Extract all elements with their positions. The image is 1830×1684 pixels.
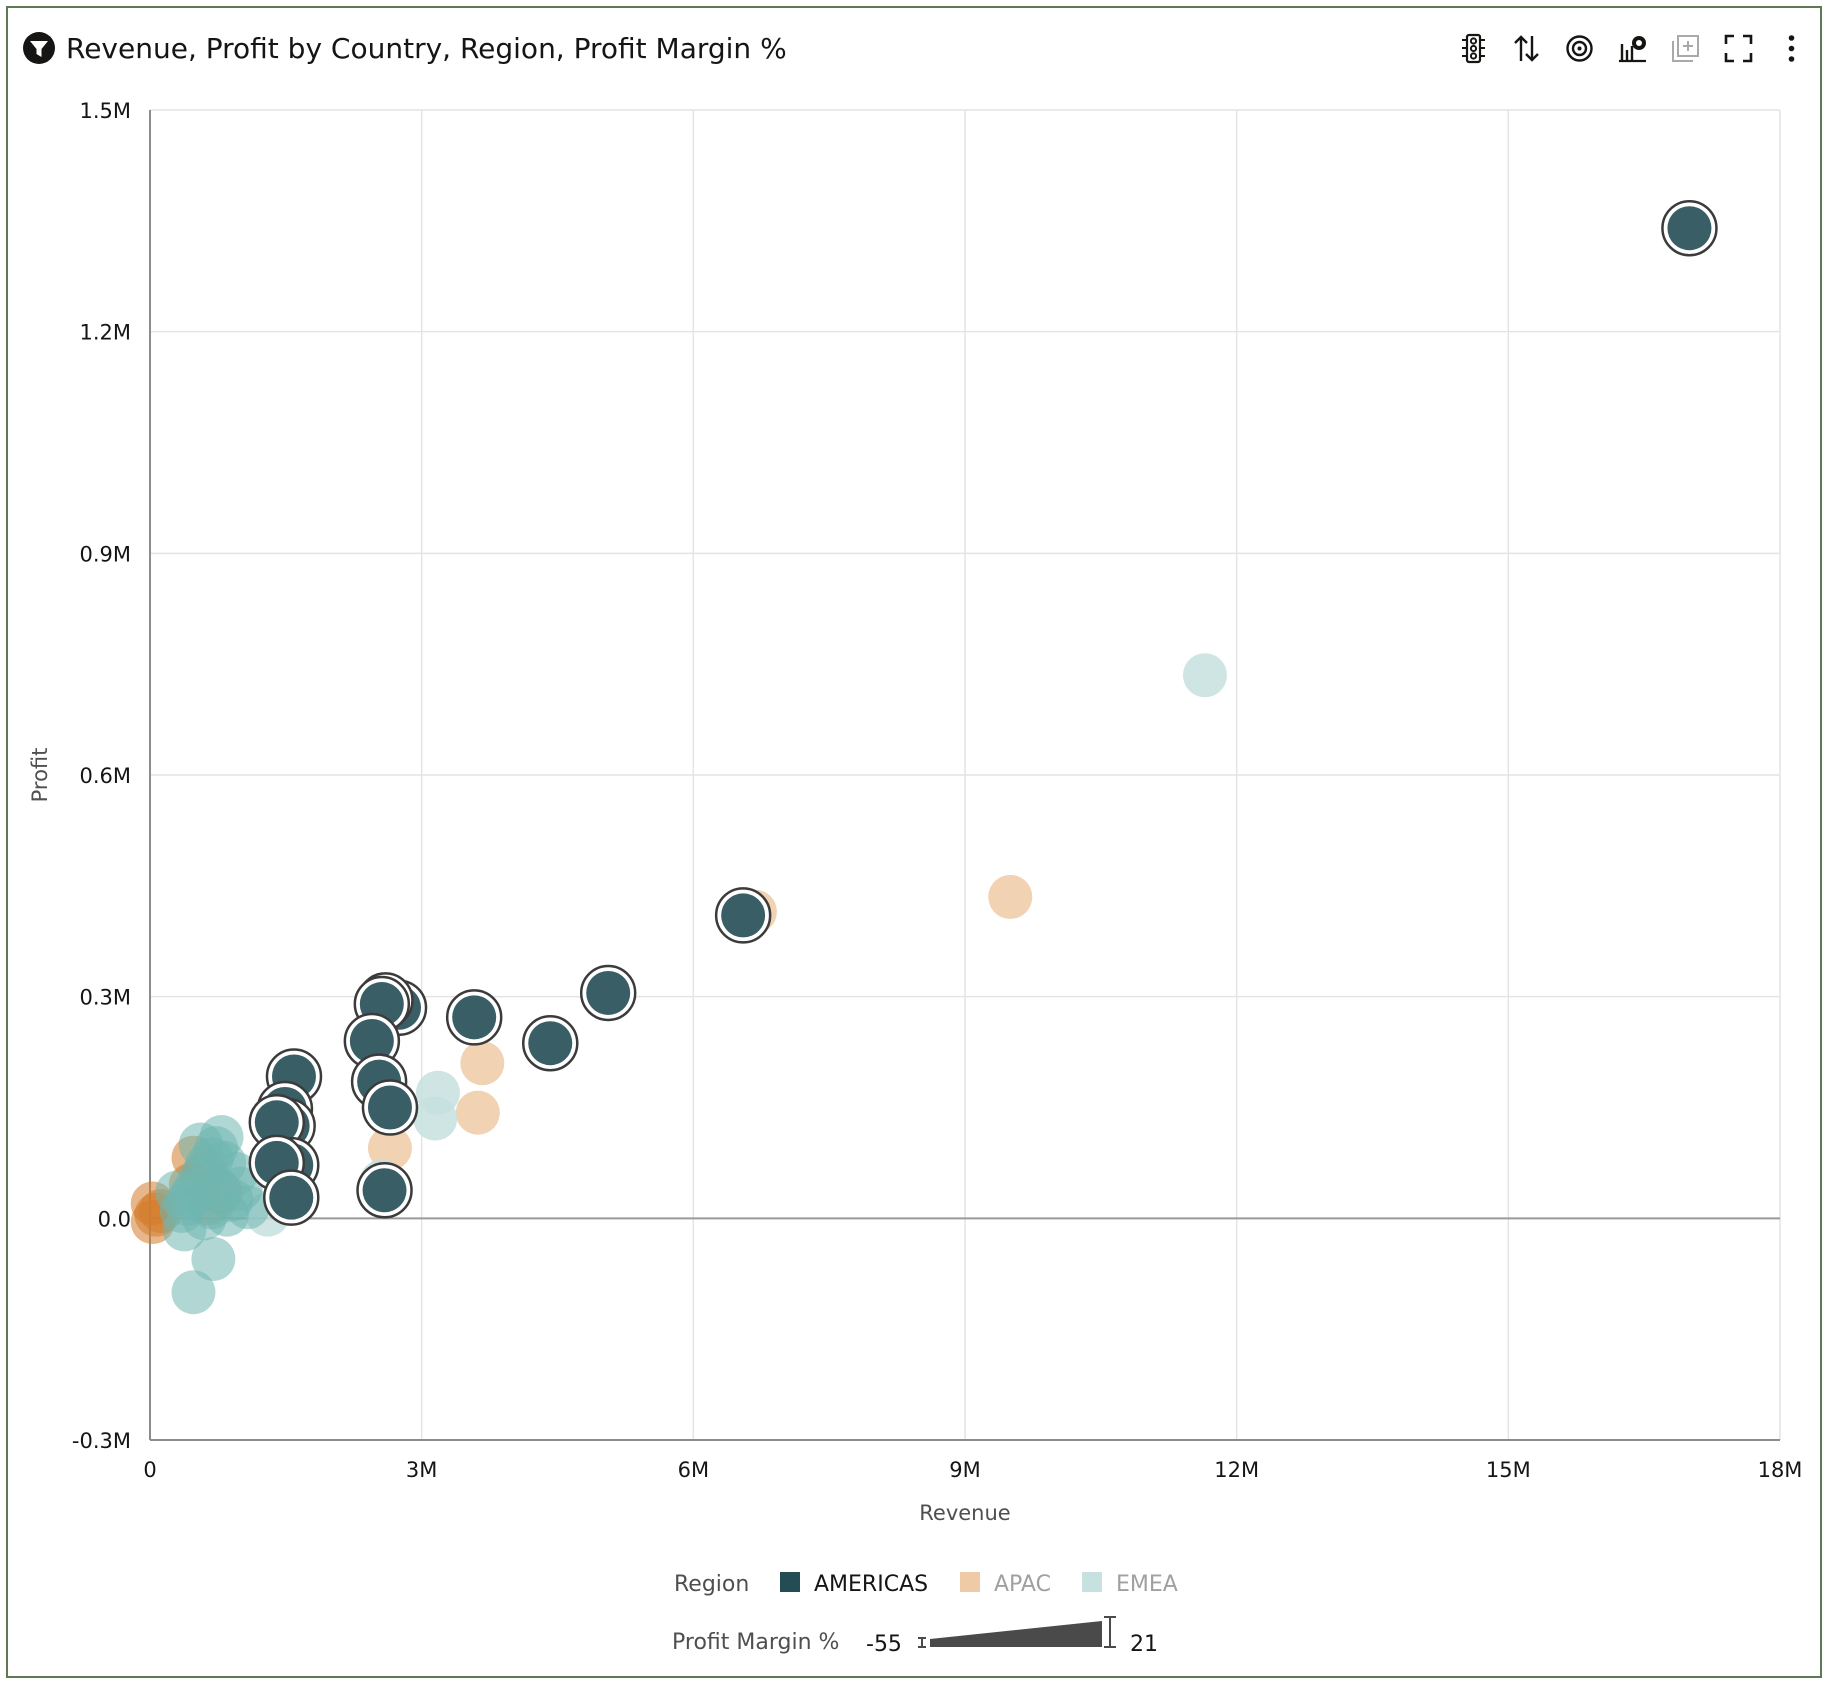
add-canvas-icon[interactable]	[1669, 32, 1702, 65]
legend: Region AMERICAS APAC EMEA Profit Margin % …	[672, 1572, 1178, 1657]
data-point-americas	[721, 893, 766, 938]
chart-panel	[6, 6, 1822, 1678]
fullscreen-icon[interactable]	[1722, 32, 1755, 65]
data-points[interactable]	[130, 199, 1718, 1315]
data-point-americas	[367, 1085, 412, 1130]
data-point-americas	[269, 1175, 314, 1220]
data-point-emea	[178, 1122, 223, 1167]
legend-swatch-apac	[960, 1572, 980, 1592]
data-point-americas	[528, 1021, 573, 1066]
data-point-americas	[586, 970, 631, 1015]
target-icon[interactable]	[1563, 32, 1596, 65]
data-point-americas	[362, 1168, 407, 1213]
data-point-americas	[254, 1100, 299, 1145]
grid-lines	[150, 109, 1781, 1441]
y-tick-label: 0.9M	[79, 542, 131, 566]
legend-label-apac: APAC	[994, 1572, 1051, 1597]
data-point-americas	[1667, 206, 1712, 251]
data-point-apac	[455, 1090, 500, 1135]
y-tick-label: 0.0	[98, 1207, 131, 1231]
data-point-emea	[1182, 653, 1227, 698]
filter-icon[interactable]	[22, 31, 56, 65]
traffic-light-icon[interactable]	[1457, 32, 1490, 65]
legend-swatch-americas	[780, 1572, 800, 1592]
x-tick-label: 18M	[1758, 1458, 1803, 1482]
chart-header: Revenue, Profit by Country, Region, Prof…	[22, 24, 787, 72]
data-point-apac	[367, 1126, 412, 1171]
data-point-emea	[189, 1185, 234, 1230]
x-tick-label: 12M	[1214, 1458, 1259, 1482]
legend-size-title: Profit Margin %	[672, 1630, 839, 1655]
data-point-emea	[191, 1236, 236, 1281]
x-tick-label: 9M	[949, 1458, 980, 1482]
y-tick-label: 0.3M	[79, 986, 131, 1010]
chart-title: Revenue, Profit by Country, Region, Prof…	[66, 31, 787, 65]
x-tick-label: 3M	[406, 1458, 437, 1482]
size-ramp-wedge	[930, 1621, 1102, 1647]
chart-properties-icon[interactable]	[1616, 32, 1649, 65]
legend-size-max: 21	[1130, 1632, 1158, 1657]
size-ramp-min-marker	[918, 1637, 926, 1648]
data-point-emea	[171, 1270, 216, 1315]
y-tick-label: 0.6M	[79, 764, 131, 788]
legend-items: AMERICAS APAC EMEA	[780, 1572, 1178, 1597]
legend-color-title: Region	[674, 1572, 749, 1597]
data-point-americas	[452, 995, 497, 1040]
y-tick-label: 1.2M	[79, 321, 131, 345]
x-tick-label: 15M	[1486, 1458, 1531, 1482]
y-tick-label: 1.5M	[79, 99, 131, 123]
x-tick-label: 6M	[678, 1458, 709, 1482]
x-axis-title: Revenue	[919, 1501, 1010, 1525]
legend-swatch-emea	[1082, 1572, 1102, 1592]
size-legend-ramp	[918, 1616, 1116, 1648]
legend-label-emea: EMEA	[1116, 1572, 1178, 1597]
x-tick-label: 0	[143, 1458, 156, 1482]
legend-size-min: -55	[866, 1632, 902, 1657]
data-point-americas	[349, 1019, 394, 1063]
axes: 0 3M 6M 9M 12M 15M 18M -0.3M 0.0 0.3M 0.6M 0.9M 1.2M…	[72, 99, 1803, 1482]
chart-toolbar	[1457, 24, 1808, 72]
y-tick-label: -0.3M	[72, 1429, 131, 1453]
sort-icon[interactable]	[1510, 32, 1543, 65]
data-point-apac	[988, 874, 1033, 919]
size-ramp-max-marker	[1104, 1616, 1116, 1648]
y-axis-title: Profit	[28, 748, 52, 803]
more-options-icon[interactable]	[1775, 32, 1808, 65]
data-point-emea	[413, 1096, 458, 1141]
legend-label-americas: AMERICAS	[814, 1572, 928, 1597]
data-point-apac	[460, 1041, 505, 1086]
data-point-emea	[155, 1170, 200, 1215]
